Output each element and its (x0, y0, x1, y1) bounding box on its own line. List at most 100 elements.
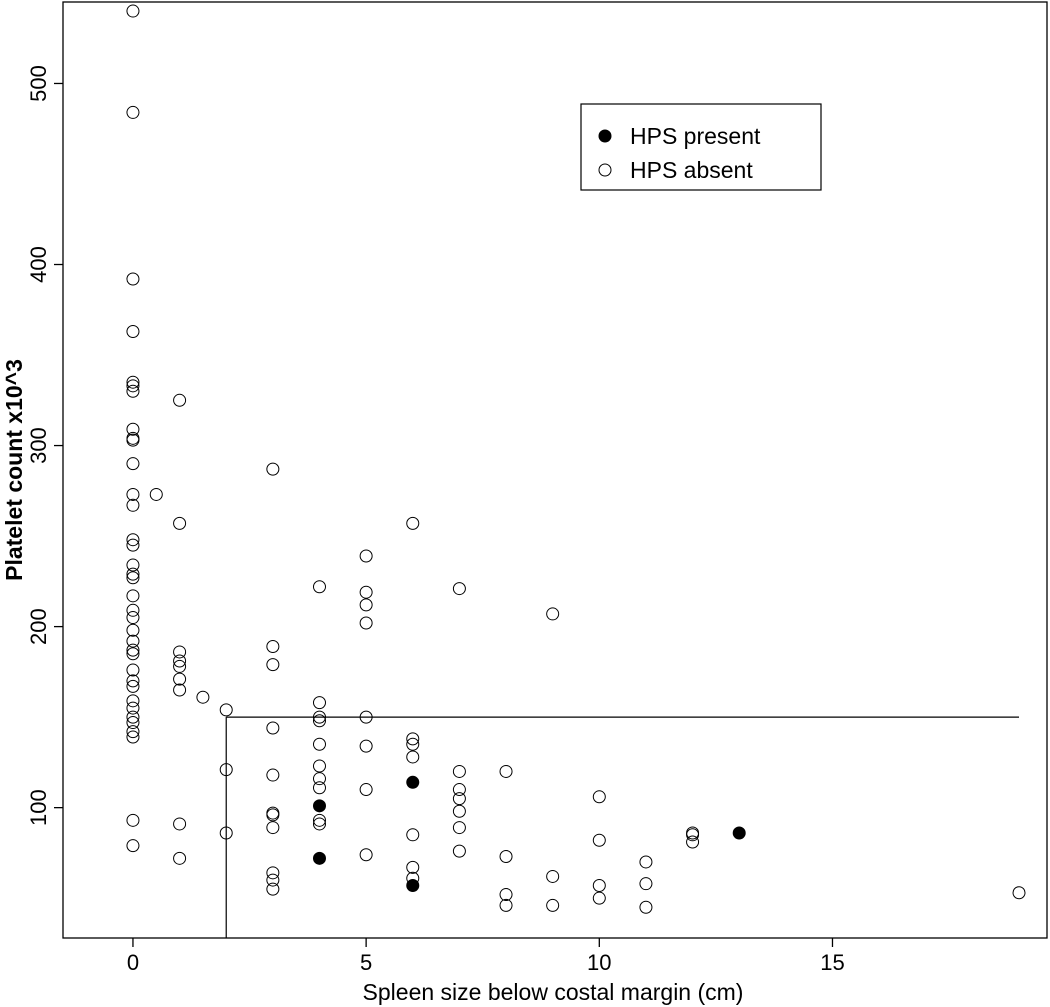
point-hps-absent (592, 790, 606, 804)
legend-marker-hps-present (598, 129, 612, 143)
y-tick-label: 200 (26, 608, 51, 645)
point-hps-present (406, 878, 420, 892)
point-hps-absent (639, 877, 653, 891)
point-hps-absent (126, 4, 140, 18)
point-hps-absent (406, 737, 420, 751)
point-hps-absent (219, 703, 233, 717)
point-hps-absent (126, 558, 140, 572)
point-hps-absent (126, 679, 140, 693)
point-hps-absent (266, 873, 280, 887)
point-hps-absent (359, 616, 373, 630)
x-tick-label: 0 (127, 950, 139, 975)
point-hps-absent (126, 567, 140, 581)
point-hps-absent (173, 654, 187, 668)
point-hps-absent (126, 105, 140, 119)
point-hps-absent (126, 623, 140, 637)
point-hps-absent (266, 768, 280, 782)
point-hps-absent (499, 888, 513, 902)
point-hps-absent (499, 898, 513, 912)
point-hps-absent (219, 826, 233, 840)
point-hps-present (732, 826, 746, 840)
legend-box (580, 103, 822, 191)
point-hps-absent (173, 683, 187, 697)
y-axis: 100 200 300 400 500 (26, 65, 63, 826)
point-hps-absent (406, 516, 420, 530)
point-hps-absent (406, 750, 420, 764)
point-hps-absent (312, 714, 326, 728)
point-hps-absent (312, 759, 326, 773)
point-hps-absent (359, 848, 373, 862)
point-hps-absent (126, 725, 140, 739)
point-hps-absent (173, 672, 187, 686)
point-hps-absent (126, 533, 140, 547)
x-tick-label: 15 (820, 950, 844, 975)
point-hps-absent (312, 772, 326, 786)
point-hps-absent (452, 821, 466, 835)
point-hps-absent (592, 891, 606, 905)
point-hps-absent (312, 737, 326, 751)
x-axis-title: Spleen size below costal margin (cm) (363, 979, 744, 1005)
x-tick-label: 10 (587, 950, 611, 975)
point-hps-absent (173, 659, 187, 673)
point-hps-present (312, 799, 326, 813)
point-hps-absent (126, 634, 140, 648)
point-hps-absent (312, 817, 326, 831)
point-hps-absent (639, 855, 653, 869)
point-hps-absent (149, 487, 163, 501)
point-hps-absent (592, 833, 606, 847)
point-hps-absent (173, 516, 187, 530)
point-hps-absent (266, 866, 280, 880)
point-hps-absent (359, 549, 373, 563)
plot-frame (62, 1, 1048, 939)
y-tick-label: 400 (26, 246, 51, 283)
point-hps-absent (266, 721, 280, 735)
point-hps-absent (173, 393, 187, 407)
point-hps-absent (312, 813, 326, 827)
point-hps-absent (126, 813, 140, 827)
point-hps-absent (126, 325, 140, 339)
point-hps-absent (126, 839, 140, 853)
x-axis: 0 5 10 15 (127, 938, 845, 975)
point-hps-absent (126, 589, 140, 603)
point-hps-absent (126, 422, 140, 436)
point-hps-absent (196, 690, 210, 704)
point-hps-absent (126, 375, 140, 389)
point-hps-absent (359, 710, 373, 724)
point-hps-absent (126, 710, 140, 724)
point-hps-present (406, 775, 420, 789)
point-hps-absent (126, 384, 140, 398)
point-hps-absent (452, 783, 466, 797)
point-hps-absent (173, 851, 187, 865)
data-points (126, 4, 1026, 914)
point-hps-absent (126, 433, 140, 447)
point-hps-absent (546, 898, 560, 912)
point-hps-absent (452, 804, 466, 818)
point-hps-absent (406, 828, 420, 842)
point-hps-absent (452, 792, 466, 806)
point-hps-absent (359, 585, 373, 599)
legend-label-hps-absent: HPS absent (630, 157, 753, 183)
y-tick-label: 300 (26, 427, 51, 464)
point-hps-absent (126, 716, 140, 730)
point-hps-absent (499, 764, 513, 778)
point-hps-present (312, 851, 326, 865)
point-hps-absent (686, 828, 700, 842)
point-hps-absent (126, 694, 140, 708)
y-tick-label: 100 (26, 789, 51, 826)
point-hps-absent (592, 878, 606, 892)
point-hps-absent (359, 598, 373, 612)
legend: HPS present HPS absent (580, 103, 822, 191)
y-tick-label: 500 (26, 65, 51, 102)
point-hps-absent (639, 900, 653, 914)
point-hps-absent (126, 647, 140, 661)
point-hps-absent (266, 882, 280, 896)
point-hps-absent (219, 763, 233, 777)
reference-lines (225, 716, 1020, 938)
point-hps-absent (126, 611, 140, 625)
point-hps-absent (126, 379, 140, 393)
point-hps-absent (126, 538, 140, 552)
point-hps-absent (266, 640, 280, 654)
point-hps-absent (126, 603, 140, 617)
point-hps-absent (546, 869, 560, 883)
